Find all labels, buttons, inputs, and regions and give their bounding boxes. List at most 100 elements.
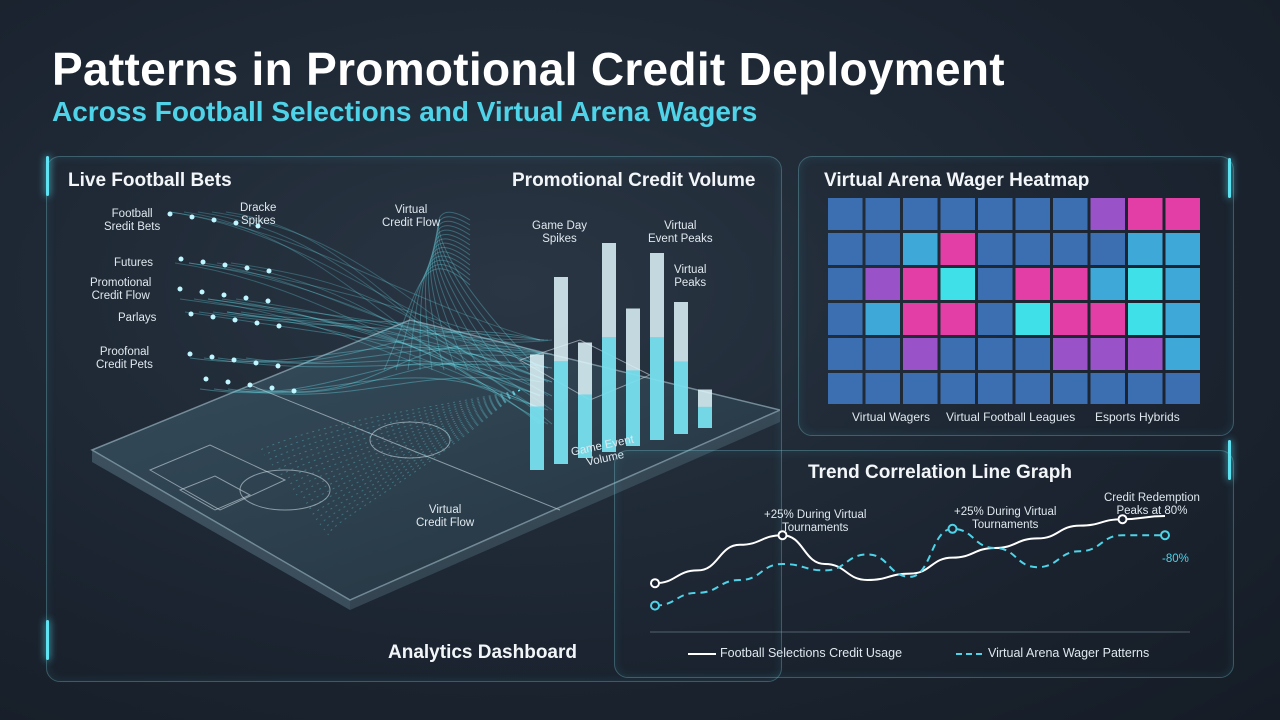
heatmap-cell	[828, 233, 863, 265]
heatmap-cell	[940, 338, 975, 370]
flow-line	[245, 357, 541, 397]
flow-dot	[225, 379, 231, 385]
page-title: Patterns in Promotional Credit Deploymen…	[52, 43, 1005, 95]
series-point	[1117, 514, 1128, 525]
bar-annotation: Game Day Spikes	[532, 220, 587, 245]
flow-line	[211, 211, 549, 397]
bar-fill	[530, 406, 544, 470]
heatmap-cell	[978, 268, 1013, 300]
flow-line	[419, 255, 471, 371]
flow-line	[255, 344, 545, 393]
heatmap-cell	[940, 233, 975, 265]
flow-line	[207, 298, 549, 369]
legend-swatches	[956, 653, 982, 655]
heatmap-cell	[828, 303, 863, 335]
heatmap-cell	[865, 233, 900, 265]
trend-annotation: +25% During Virtual Tournaments	[954, 506, 1057, 531]
heatmap-cell	[828, 268, 863, 300]
heatmap-cell	[865, 268, 900, 300]
flow-line	[226, 311, 545, 411]
flow-dot	[178, 256, 184, 262]
flow-line	[197, 211, 541, 411]
trend-title: Trend Correlation Line Graph	[808, 462, 1072, 483]
bar-fill	[674, 361, 688, 434]
heatmap-x-label: Esports Hybrids	[1095, 410, 1180, 424]
series-point	[650, 600, 660, 611]
heatmap-cell	[1090, 338, 1125, 370]
flow-line	[227, 377, 545, 395]
bar-fill	[698, 406, 712, 428]
heatmap-cell	[1128, 373, 1163, 404]
flow-line	[212, 311, 553, 425]
heatmap-cell	[903, 338, 938, 370]
heatmap-cell	[1053, 233, 1088, 265]
flow-line	[299, 389, 521, 501]
flow-line	[307, 389, 521, 511]
flow-line	[202, 262, 553, 343]
flow-line	[213, 362, 553, 397]
panel-glow-accent	[46, 620, 49, 660]
heatmap-cell	[978, 338, 1013, 370]
bar-fill	[554, 361, 568, 464]
heatmap-cell	[903, 198, 938, 230]
flow-dot	[167, 211, 173, 217]
heatmap-panel	[798, 156, 1234, 436]
heatmap-cell	[903, 233, 938, 265]
flow-line	[303, 389, 521, 506]
heatmap-cell	[1090, 198, 1125, 230]
flow-line	[231, 331, 541, 363]
series-point	[777, 530, 788, 541]
trend-annotation: Credit Redemption Peaks at 80%	[1104, 492, 1200, 517]
heatmap-cell	[1128, 198, 1163, 230]
flow-line	[319, 389, 521, 526]
flow-dot	[231, 357, 237, 363]
flow-dot	[187, 351, 193, 357]
heatmap-cell	[1128, 338, 1163, 370]
credit-flow-dots	[167, 211, 297, 394]
heatmap-cell	[828, 198, 863, 230]
heatmap-cell	[903, 268, 938, 300]
heatmap-cell	[978, 233, 1013, 265]
heatmap-cell	[1128, 303, 1163, 335]
flow-line	[179, 298, 541, 425]
heatmap-title: Virtual Arena Wager Heatmap	[824, 170, 1090, 191]
flow-dot	[232, 317, 238, 323]
flow-line	[437, 216, 529, 371]
heatmap-cell	[1015, 373, 1050, 404]
heatmap-cell	[865, 373, 900, 404]
heatmap-cell	[1165, 303, 1200, 335]
flow-line	[395, 264, 471, 371]
heatmap-cell	[1015, 233, 1050, 265]
flow-dot	[188, 311, 194, 317]
flow-dot	[255, 223, 261, 229]
flow-dot	[221, 292, 227, 298]
heatmap-cell	[1015, 268, 1050, 300]
flow-line	[230, 262, 553, 411]
flow-dot	[243, 295, 249, 301]
bar-annotation: Virtual Event Peaks	[648, 220, 713, 245]
flow-dot	[247, 382, 253, 388]
flow-line	[263, 389, 521, 456]
heatmap-cell	[1053, 303, 1088, 335]
flow-line	[217, 347, 549, 364]
flow-line	[225, 211, 541, 383]
flow-line	[427, 247, 471, 371]
flow-line	[424, 251, 471, 371]
heatmap-cell	[1053, 338, 1088, 370]
flow-dot	[200, 259, 206, 265]
flow-line	[198, 311, 545, 341]
heatmap-cell	[1090, 373, 1125, 404]
wager-heatmap	[828, 198, 1200, 404]
flow-line	[235, 298, 549, 341]
flow-dot	[222, 262, 228, 268]
flow-line	[327, 389, 521, 536]
heatmap-cell	[903, 303, 938, 335]
flow-line	[241, 360, 553, 394]
series-line	[654, 515, 1166, 585]
flow-dot	[291, 388, 297, 394]
bar-fill	[626, 370, 640, 446]
flow-dot	[269, 385, 275, 391]
flow-line	[430, 242, 471, 371]
trend-panel	[614, 450, 1234, 678]
heatmap-cell	[978, 373, 1013, 404]
